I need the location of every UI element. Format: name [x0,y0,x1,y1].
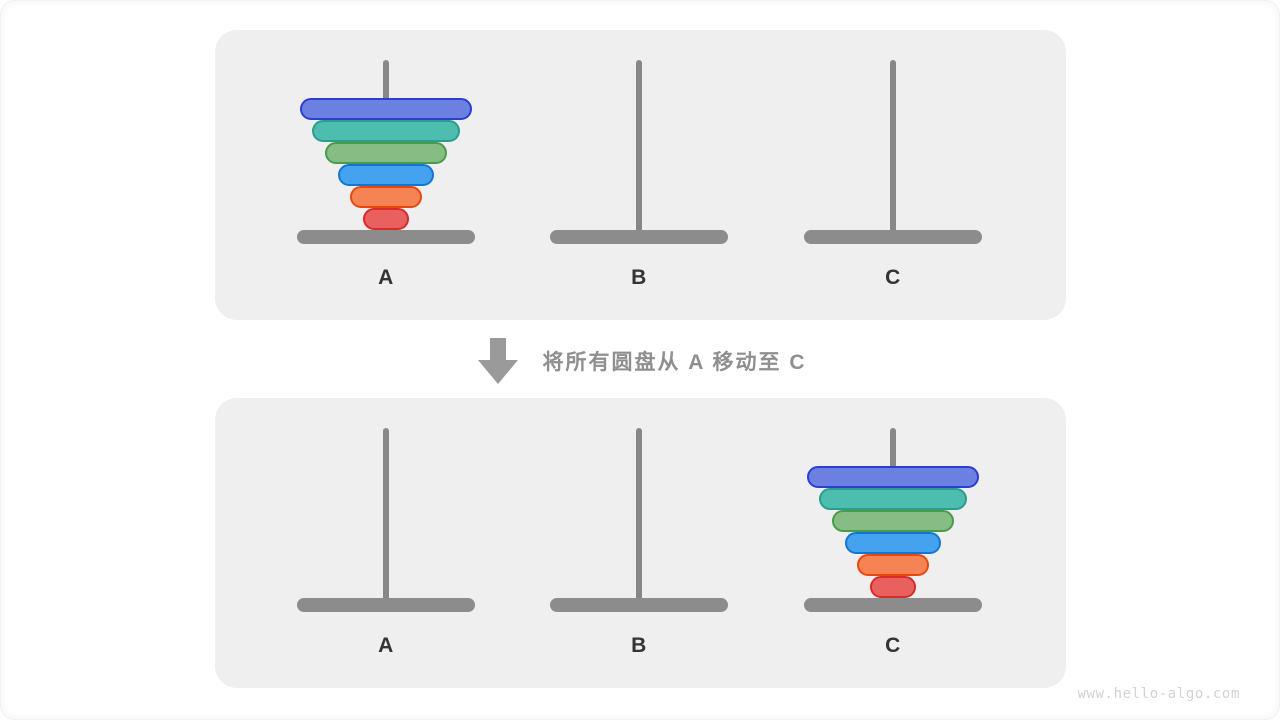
disc-sky-blue[interactable] [845,532,941,554]
disc-stack [539,30,739,230]
disc-stack [793,30,993,230]
disc-teal[interactable] [819,488,967,510]
peg-base [804,230,982,244]
disc-green[interactable] [832,510,954,532]
peg-rod [636,60,642,242]
disc-stack [286,30,486,230]
peg-a-goal: A [266,398,506,688]
disc-blue-violet[interactable] [807,466,979,488]
panel-goal-state: A B C [215,398,1066,688]
disc-green[interactable] [325,142,447,164]
disc-stack [539,398,739,598]
peg-label-a: A [378,266,394,289]
arrow-down-icon [478,338,519,384]
panel-initial-state: A B C [215,30,1066,320]
peg-b-initial: B [519,30,759,320]
peg-rod [383,428,389,610]
peg-b-goal: B [519,398,759,688]
peg-label-b: B [631,634,647,657]
peg-rod [636,428,642,610]
peg-base [297,230,475,244]
peg-base [550,598,728,612]
disc-red[interactable] [870,576,916,598]
peg-rod [890,60,896,242]
disc-orange[interactable] [857,554,929,576]
disc-red[interactable] [363,208,409,230]
peg-c-goal: C [773,398,1013,688]
transition-caption: 将所有圆盘从 A 移动至 C [215,332,1066,390]
disc-teal[interactable] [312,120,460,142]
peg-c-initial: C [773,30,1013,320]
site-watermark: www.hello-algo.com [1077,686,1240,702]
peg-label-b: B [631,266,647,289]
disc-orange[interactable] [350,186,422,208]
disc-blue-violet[interactable] [300,98,472,120]
disc-stack [286,398,486,598]
peg-label-c: C [885,634,901,657]
disc-sky-blue[interactable] [338,164,434,186]
peg-base [804,598,982,612]
peg-base [550,230,728,244]
peg-label-a: A [378,634,394,657]
caption-label: 将所有圆盘从 A 移动至 C [542,351,807,374]
peg-a-initial: A [266,30,506,320]
disc-stack [793,398,993,598]
peg-label-c: C [885,266,901,289]
peg-base [297,598,475,612]
